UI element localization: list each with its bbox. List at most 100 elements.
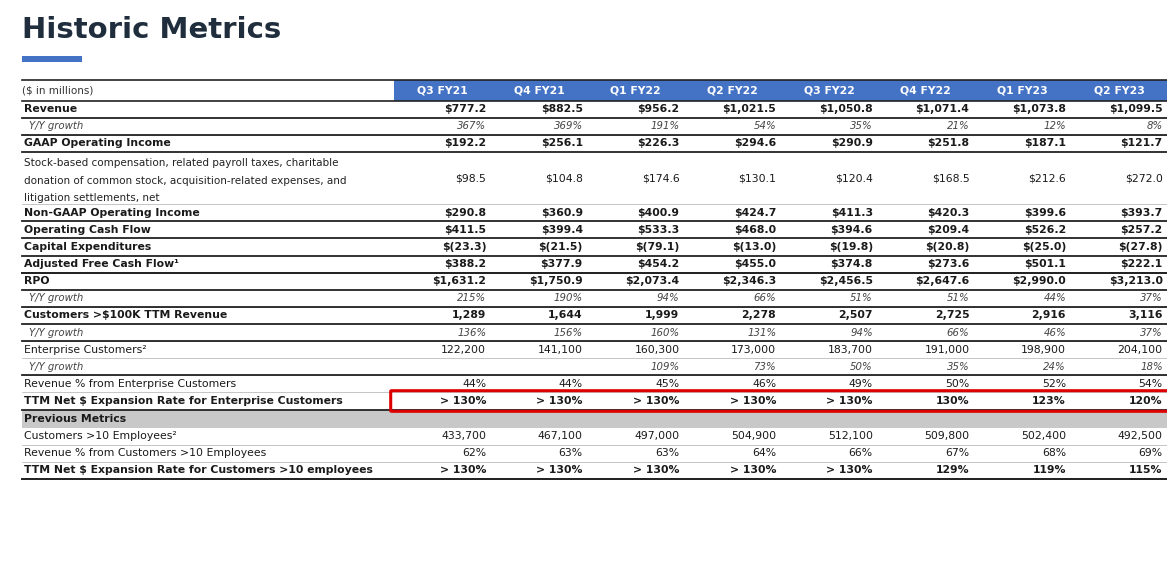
Text: Q3 FY22: Q3 FY22 xyxy=(804,85,854,95)
Text: Historic Metrics: Historic Metrics xyxy=(22,16,281,44)
Text: Q1 FY23: Q1 FY23 xyxy=(997,85,1048,95)
Text: 369%: 369% xyxy=(553,121,582,131)
Text: Customers >10 Employees²: Customers >10 Employees² xyxy=(25,431,177,441)
Text: 198,900: 198,900 xyxy=(1021,345,1067,354)
Text: $526.2: $526.2 xyxy=(1023,225,1067,235)
Text: $1,631.2: $1,631.2 xyxy=(432,276,487,286)
Text: 52%: 52% xyxy=(1042,379,1067,389)
Text: > 130%: > 130% xyxy=(729,465,776,475)
Text: Revenue: Revenue xyxy=(25,104,77,114)
Text: $420.3: $420.3 xyxy=(927,208,970,217)
Text: $(20.8): $(20.8) xyxy=(925,242,970,252)
Text: $777.2: $777.2 xyxy=(443,104,487,114)
Text: 46%: 46% xyxy=(752,379,776,389)
Text: 120%: 120% xyxy=(1128,396,1162,406)
Text: $(23.3): $(23.3) xyxy=(441,242,487,252)
Text: 130%: 130% xyxy=(936,396,970,406)
Text: 24%: 24% xyxy=(1043,362,1067,372)
Text: 467,100: 467,100 xyxy=(538,431,582,441)
Text: $222.1: $222.1 xyxy=(1120,259,1162,269)
Text: $(79.1): $(79.1) xyxy=(635,242,679,252)
Text: 509,800: 509,800 xyxy=(924,431,970,441)
Text: 2,725: 2,725 xyxy=(935,310,970,321)
Text: $(19.8): $(19.8) xyxy=(829,242,873,252)
Text: $273.6: $273.6 xyxy=(927,259,970,269)
Text: 51%: 51% xyxy=(946,293,970,303)
Text: Q2 FY22: Q2 FY22 xyxy=(707,85,757,95)
Text: 512,100: 512,100 xyxy=(827,431,873,441)
Text: Q1 FY22: Q1 FY22 xyxy=(610,85,662,95)
Text: 502,400: 502,400 xyxy=(1021,431,1067,441)
Text: Enterprise Customers²: Enterprise Customers² xyxy=(25,345,147,354)
Text: 45%: 45% xyxy=(656,379,679,389)
Text: 37%: 37% xyxy=(1140,328,1162,338)
Text: $399.6: $399.6 xyxy=(1023,208,1067,217)
Bar xyxy=(394,80,1167,101)
Bar xyxy=(22,56,82,62)
Text: $424.7: $424.7 xyxy=(734,208,776,217)
Text: 37%: 37% xyxy=(1140,293,1162,303)
Text: > 130%: > 130% xyxy=(633,396,679,406)
Text: Customers >$100K TTM Revenue: Customers >$100K TTM Revenue xyxy=(25,310,228,321)
Text: 115%: 115% xyxy=(1130,465,1162,475)
Text: $130.1: $130.1 xyxy=(739,173,776,183)
Text: 94%: 94% xyxy=(850,328,873,338)
Text: > 130%: > 130% xyxy=(440,465,487,475)
Text: 190%: 190% xyxy=(553,293,582,303)
Text: $394.6: $394.6 xyxy=(831,225,873,235)
Text: $192.2: $192.2 xyxy=(445,138,487,149)
Text: 46%: 46% xyxy=(1043,328,1067,338)
Text: $1,073.8: $1,073.8 xyxy=(1012,104,1067,114)
Text: 215%: 215% xyxy=(457,293,487,303)
Text: 2,507: 2,507 xyxy=(838,310,873,321)
Text: $360.9: $360.9 xyxy=(540,208,582,217)
Text: 44%: 44% xyxy=(559,379,582,389)
Text: 54%: 54% xyxy=(1139,379,1162,389)
Text: $393.7: $393.7 xyxy=(1120,208,1162,217)
Text: 492,500: 492,500 xyxy=(1118,431,1162,441)
Text: 123%: 123% xyxy=(1033,396,1067,406)
Text: $174.6: $174.6 xyxy=(642,173,679,183)
Text: 67%: 67% xyxy=(945,448,970,458)
Text: TTM Net $ Expansion Rate for Enterprise Customers: TTM Net $ Expansion Rate for Enterprise … xyxy=(25,396,343,406)
Text: 63%: 63% xyxy=(559,448,582,458)
Text: 1,644: 1,644 xyxy=(548,310,582,321)
Text: $2,647.6: $2,647.6 xyxy=(915,276,970,286)
Text: GAAP Operating Income: GAAP Operating Income xyxy=(25,138,172,149)
Text: Q4 FY21: Q4 FY21 xyxy=(513,85,565,95)
Text: $120.4: $120.4 xyxy=(834,173,873,183)
Text: Revenue % from Customers >10 Employees: Revenue % from Customers >10 Employees xyxy=(25,448,266,458)
Text: RPO: RPO xyxy=(25,276,50,286)
Text: $468.0: $468.0 xyxy=(734,225,776,235)
Text: donation of common stock, acquisition-related expenses, and: donation of common stock, acquisition-re… xyxy=(25,175,347,185)
Text: 69%: 69% xyxy=(1139,448,1162,458)
Text: $226.3: $226.3 xyxy=(637,138,679,149)
Text: Y/Y growth: Y/Y growth xyxy=(29,328,83,338)
Text: Q4 FY22: Q4 FY22 xyxy=(900,85,951,95)
Text: Y/Y growth: Y/Y growth xyxy=(29,293,83,303)
Text: 18%: 18% xyxy=(1140,362,1162,372)
Text: Non-GAAP Operating Income: Non-GAAP Operating Income xyxy=(25,208,200,217)
Text: $294.6: $294.6 xyxy=(734,138,776,149)
Text: 1,999: 1,999 xyxy=(645,310,679,321)
Text: $956.2: $956.2 xyxy=(637,104,679,114)
Text: $1,099.5: $1,099.5 xyxy=(1109,104,1162,114)
Text: 66%: 66% xyxy=(848,448,873,458)
Text: 109%: 109% xyxy=(650,362,679,372)
Text: litigation settlements, net: litigation settlements, net xyxy=(25,193,160,203)
Text: 66%: 66% xyxy=(754,293,776,303)
Text: TTM Net $ Expansion Rate for Customers >10 employees: TTM Net $ Expansion Rate for Customers >… xyxy=(25,465,373,475)
Text: $2,456.5: $2,456.5 xyxy=(819,276,873,286)
Text: $168.5: $168.5 xyxy=(931,173,970,183)
Text: $121.7: $121.7 xyxy=(1120,138,1162,149)
Text: 64%: 64% xyxy=(752,448,776,458)
Text: 3,116: 3,116 xyxy=(1128,310,1162,321)
Text: $(25.0): $(25.0) xyxy=(1022,242,1067,252)
Text: $(21.5): $(21.5) xyxy=(539,242,582,252)
Text: 44%: 44% xyxy=(1043,293,1067,303)
Text: 160,300: 160,300 xyxy=(635,345,679,354)
Text: Adjusted Free Cash Flow¹: Adjusted Free Cash Flow¹ xyxy=(25,259,180,269)
Text: $(27.8): $(27.8) xyxy=(1118,242,1162,252)
Text: 44%: 44% xyxy=(462,379,487,389)
Text: $2,990.0: $2,990.0 xyxy=(1012,276,1067,286)
